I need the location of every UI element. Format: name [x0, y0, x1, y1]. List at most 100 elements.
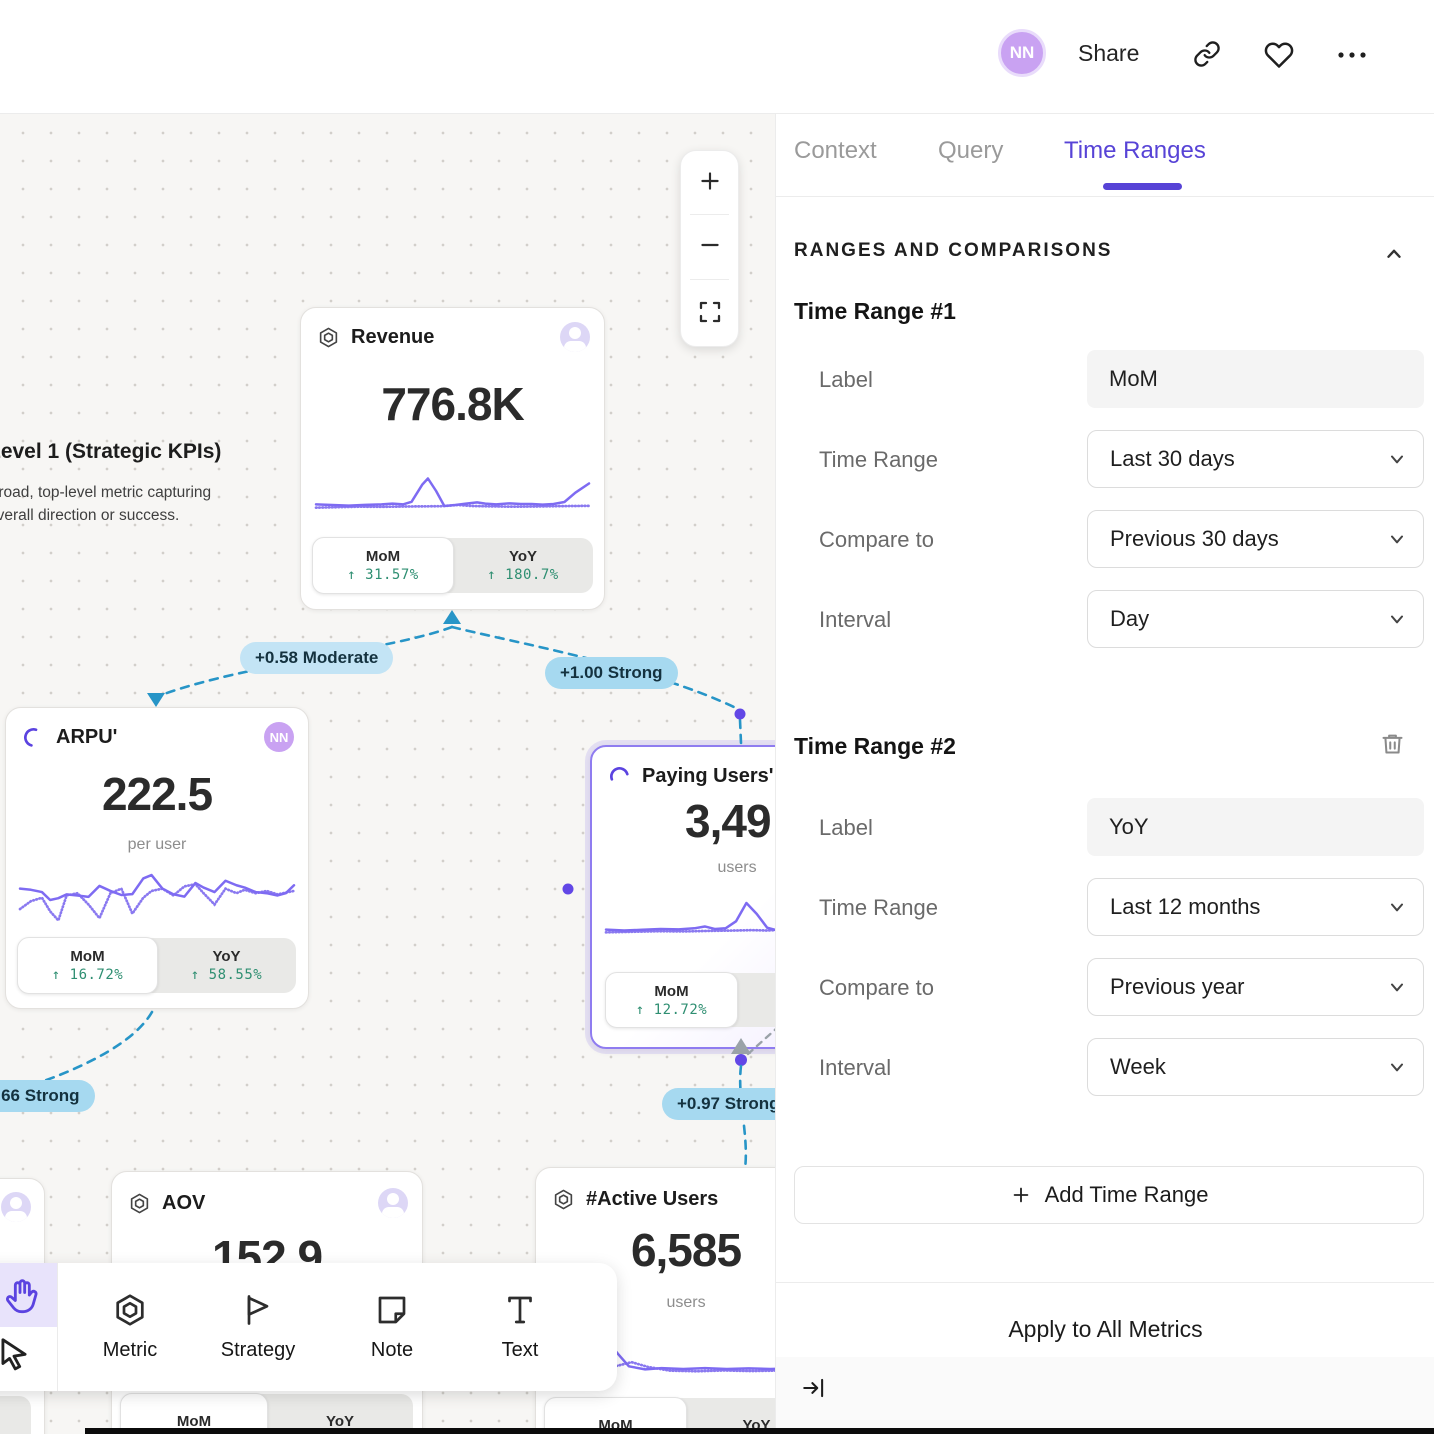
- tab-delta: ↑ 12.72%: [635, 1001, 708, 1018]
- comparison-tabs: MoM ↑ 16.72% YoY ↑ 58.55%: [17, 937, 296, 994]
- link-icon[interactable]: [1193, 40, 1221, 68]
- tab-delta: ↑ 180.7%: [487, 567, 559, 583]
- field-label: Time Range: [819, 895, 939, 920]
- canvas-note-line1: Broad, top-level metric capturing: [0, 484, 212, 501]
- apply-label: Apply to All Metrics: [1008, 1315, 1203, 1342]
- tab-yoy[interactable]: [0, 1396, 31, 1434]
- tool-label: Text: [501, 1339, 539, 1361]
- window-edge-strip: [85, 1428, 1434, 1434]
- tab-yoy[interactable]: YoY: [267, 1394, 413, 1434]
- sparkline-chart: [20, 866, 294, 934]
- tab-yoy[interactable]: [737, 973, 775, 1027]
- tab-context[interactable]: Context: [794, 137, 877, 164]
- metric-card-arpu[interactable]: ARPU' NN 222.5 per user MoM ↑ 16.72% YoY…: [5, 707, 309, 1009]
- field-label: Time Range: [819, 447, 939, 472]
- zoom-controls: [680, 150, 739, 347]
- field-label: Compare to: [819, 975, 934, 1000]
- metric-value: 6,585: [630, 1224, 742, 1276]
- tab-query[interactable]: Query: [938, 137, 1004, 164]
- connection-handle-dot[interactable]: [735, 1054, 747, 1066]
- interval-select[interactable]: Week: [1087, 1038, 1424, 1096]
- share-button[interactable]: Share: [1078, 40, 1140, 66]
- user-avatar[interactable]: NN: [998, 29, 1046, 77]
- tool-metric-button[interactable]: Metric: [69, 1263, 191, 1391]
- divider: [690, 214, 729, 215]
- canvas-toolbar: Metric Strategy Note Text: [0, 1263, 617, 1391]
- more-menu-icon[interactable]: [1336, 48, 1368, 62]
- zoom-in-button[interactable]: [681, 151, 738, 211]
- chevron-up-icon[interactable]: [1381, 243, 1407, 265]
- field-label: Label: [819, 367, 873, 392]
- label-input[interactable]: MoM: [1087, 350, 1424, 408]
- settings-panel: Context Query Time Ranges RANGES AND COM…: [775, 113, 1434, 1434]
- fullscreen-icon: [699, 301, 720, 323]
- tab-yoy[interactable]: YoY ↑ 58.55%: [157, 938, 296, 993]
- tab-label: YoY: [325, 1413, 355, 1430]
- tab-mom[interactable]: MoM ↑ 16.72%: [17, 937, 158, 994]
- tool-note-button[interactable]: Note: [331, 1263, 453, 1391]
- chevron-down-icon: [1391, 535, 1403, 544]
- comparison-tabs: MoM ↑ 12.72%: [605, 972, 775, 1028]
- top-bar: NN Share: [0, 0, 1434, 114]
- connection-handle-dot[interactable]: [562, 883, 574, 895]
- fit-view-button[interactable]: [681, 282, 738, 342]
- tab-mom[interactable]: MoM ↑ 31.57%: [312, 537, 454, 594]
- tool-strategy-button[interactable]: Strategy: [197, 1263, 319, 1391]
- tab-time-ranges[interactable]: Time Ranges: [1064, 137, 1206, 164]
- collapse-panel-icon[interactable]: [801, 1375, 827, 1401]
- metric-card-paying-users[interactable]: Paying Users' 3,49 users MoM ↑ 12.72%: [590, 745, 775, 1049]
- plus-icon: [700, 172, 719, 190]
- active-tab-underline: [1103, 183, 1182, 190]
- trash-icon[interactable]: [1379, 730, 1406, 757]
- hand-icon: [6, 1279, 38, 1314]
- label-input-value: YoY: [1109, 814, 1149, 839]
- compare-to-select[interactable]: Previous year: [1087, 958, 1424, 1016]
- panel-footer: [776, 1357, 1434, 1434]
- tool-text-button[interactable]: Text: [459, 1263, 581, 1391]
- label-input-value: MoM: [1109, 366, 1158, 391]
- correlation-badge: +1.00 Strong: [545, 657, 678, 689]
- chevron-down-icon: [1391, 903, 1403, 912]
- compare-to-select[interactable]: Previous 30 days: [1087, 510, 1424, 568]
- tab-mom[interactable]: MoM ↑ 12.72%: [605, 972, 738, 1028]
- label-input[interactable]: YoY: [1087, 798, 1424, 856]
- metric-hexagon-icon: [554, 1189, 573, 1209]
- select-value: Last 30 days: [1110, 446, 1235, 471]
- correlation-badge: +0.58 Moderate: [240, 642, 394, 674]
- select-tool-button[interactable]: [0, 1327, 57, 1391]
- field-label: Interval: [819, 607, 892, 632]
- tab-mom[interactable]: MoM: [120, 1393, 268, 1434]
- metric-value: 222.5: [101, 768, 213, 820]
- metric-hexagon-icon: [130, 1193, 149, 1213]
- connection-handle-dot[interactable]: [734, 708, 746, 720]
- apply-to-all-metrics-button[interactable]: Apply to All Metrics: [776, 1303, 1434, 1355]
- comparison-tabs: MoM YoY: [120, 1393, 413, 1434]
- metric-unit: per user: [127, 836, 187, 853]
- heart-icon[interactable]: [1264, 40, 1294, 70]
- metric-tree-canvas[interactable]: Level 1 (Strategic KPIs) Broad, top-leve…: [0, 113, 775, 1434]
- tool-label: Metric: [102, 1339, 158, 1361]
- card-title: Revenue: [351, 325, 435, 348]
- owner-avatar: [378, 1188, 408, 1218]
- correlation-badge: +0.66 Strong: [0, 1080, 95, 1112]
- interval-select[interactable]: Day: [1087, 590, 1424, 648]
- time-range-select[interactable]: Last 12 months: [1087, 878, 1424, 936]
- arrow-up-into-revenue: [443, 610, 461, 624]
- loading-spinner-icon: [24, 727, 43, 747]
- time-range-select[interactable]: Last 30 days: [1087, 430, 1424, 488]
- tab-yoy[interactable]: YoY ↑ 180.7%: [453, 538, 593, 593]
- divider: [776, 1282, 1434, 1283]
- field-label: Interval: [819, 1055, 892, 1080]
- zoom-out-button[interactable]: [681, 215, 738, 275]
- comparison-tabs: [0, 1396, 31, 1434]
- hand-tool-button[interactable]: [0, 1263, 57, 1327]
- metric-card-revenue[interactable]: Revenue 776.8K MoM ↑ 31.57% YoY ↑ 180.7%: [300, 307, 605, 610]
- card-title: Paying Users': [642, 764, 774, 787]
- tab-delta: ↑ 31.57%: [347, 567, 419, 583]
- add-time-range-button[interactable]: Add Time Range: [794, 1166, 1424, 1224]
- select-value: Day: [1110, 606, 1150, 631]
- correlation-badge: +0.97 Strong: [662, 1088, 775, 1120]
- canvas-note-line2: overall direction or success.: [0, 507, 180, 524]
- time-range-2-title: Time Range #2: [794, 733, 956, 759]
